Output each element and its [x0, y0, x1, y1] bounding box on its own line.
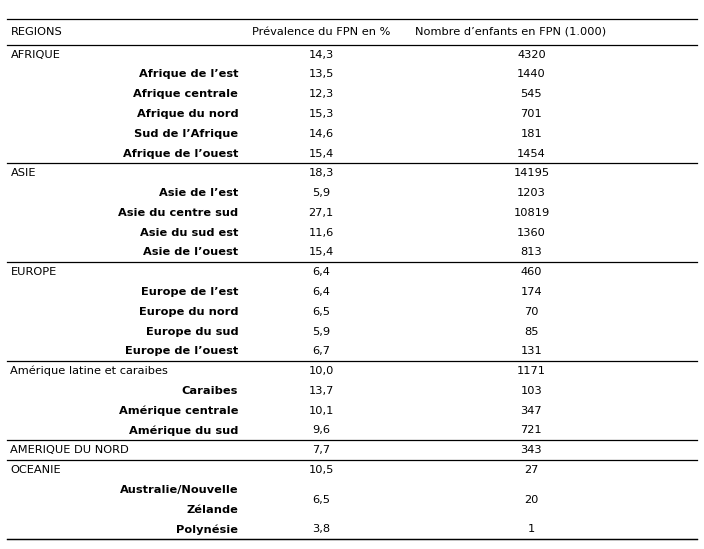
Text: 5,9: 5,9 [312, 188, 330, 198]
Text: Polynésie: Polynésie [176, 524, 238, 535]
Text: 174: 174 [520, 287, 542, 297]
Text: 14,3: 14,3 [308, 49, 334, 60]
Text: 721: 721 [520, 425, 542, 435]
Text: Sud de l’Afrique: Sud de l’Afrique [134, 129, 238, 139]
Text: Asie du centre sud: Asie du centre sud [118, 208, 238, 218]
Text: 10819: 10819 [513, 208, 550, 218]
Text: Australie/Nouvelle: Australie/Nouvelle [120, 485, 238, 495]
Text: Amérique du sud: Amérique du sud [129, 425, 238, 436]
Text: 10,0: 10,0 [308, 366, 334, 376]
Text: 10,5: 10,5 [308, 465, 334, 475]
Text: 14,6: 14,6 [308, 129, 334, 139]
Text: 7,7: 7,7 [312, 445, 330, 455]
Text: 1360: 1360 [517, 228, 546, 238]
Text: 6,4: 6,4 [312, 267, 330, 277]
Text: 10,1: 10,1 [308, 406, 334, 416]
Text: AMERIQUE DU NORD: AMERIQUE DU NORD [11, 445, 130, 455]
Text: 14195: 14195 [513, 169, 549, 178]
Text: Zélande: Zélande [187, 505, 238, 514]
Text: 6,5: 6,5 [312, 307, 330, 317]
Text: Europe du sud: Europe du sud [146, 327, 238, 337]
Text: Asie du sud est: Asie du sud est [140, 228, 238, 238]
Text: 9,6: 9,6 [312, 425, 330, 435]
Text: 15,4: 15,4 [308, 248, 334, 257]
Text: Europe du nord: Europe du nord [139, 307, 238, 317]
Text: Europe de l’est: Europe de l’est [141, 287, 238, 297]
Text: 6,4: 6,4 [312, 287, 330, 297]
Text: Afrique du nord: Afrique du nord [137, 109, 238, 119]
Text: 131: 131 [520, 346, 542, 356]
Text: 27: 27 [524, 465, 539, 475]
Text: 1203: 1203 [517, 188, 546, 198]
Text: 103: 103 [520, 386, 542, 396]
Text: 15,4: 15,4 [308, 149, 334, 159]
Text: Amérique centrale: Amérique centrale [119, 405, 238, 416]
Text: EUROPE: EUROPE [11, 267, 57, 277]
Text: 12,3: 12,3 [308, 89, 334, 99]
Text: 181: 181 [520, 129, 542, 139]
Text: 18,3: 18,3 [308, 169, 334, 178]
Text: 701: 701 [520, 109, 542, 119]
Text: 3,8: 3,8 [312, 524, 330, 534]
Text: Europe de l’ouest: Europe de l’ouest [125, 346, 238, 356]
Text: 343: 343 [520, 445, 542, 455]
Text: Afrique centrale: Afrique centrale [133, 89, 238, 99]
Text: REGIONS: REGIONS [11, 27, 62, 37]
Text: ASIE: ASIE [11, 169, 36, 178]
Text: Afrique de l’ouest: Afrique de l’ouest [122, 149, 238, 159]
Text: 460: 460 [521, 267, 542, 277]
Text: 70: 70 [524, 307, 539, 317]
Text: 6,5: 6,5 [312, 495, 330, 505]
Text: Amérique latine et caraibes: Amérique latine et caraibes [11, 366, 168, 377]
Text: 1454: 1454 [517, 149, 546, 159]
Text: 347: 347 [520, 406, 542, 416]
Text: Afrique de l’est: Afrique de l’est [139, 69, 238, 80]
Text: 1: 1 [528, 524, 535, 534]
Text: 4320: 4320 [517, 49, 546, 60]
Text: Asie de l’est: Asie de l’est [159, 188, 238, 198]
Text: Prévalence du FPN en %: Prévalence du FPN en % [252, 27, 390, 37]
Text: 1440: 1440 [517, 69, 546, 80]
Text: 13,7: 13,7 [308, 386, 334, 396]
Text: Nombre d’enfants en FPN (1.000): Nombre d’enfants en FPN (1.000) [415, 27, 606, 37]
Text: 1171: 1171 [517, 366, 546, 376]
Text: 6,7: 6,7 [312, 346, 330, 356]
Text: 27,1: 27,1 [308, 208, 334, 218]
Text: 5,9: 5,9 [312, 327, 330, 337]
Text: 11,6: 11,6 [308, 228, 334, 238]
Text: Asie de l’ouest: Asie de l’ouest [143, 248, 238, 257]
Text: 13,5: 13,5 [308, 69, 334, 80]
Text: Caraibes: Caraibes [182, 386, 238, 396]
Text: AFRIQUE: AFRIQUE [11, 49, 61, 60]
Text: 85: 85 [524, 327, 539, 337]
Text: 813: 813 [520, 248, 542, 257]
Text: 15,3: 15,3 [308, 109, 334, 119]
Text: 20: 20 [524, 495, 539, 505]
Text: OCEANIE: OCEANIE [11, 465, 61, 475]
Text: 545: 545 [520, 89, 542, 99]
